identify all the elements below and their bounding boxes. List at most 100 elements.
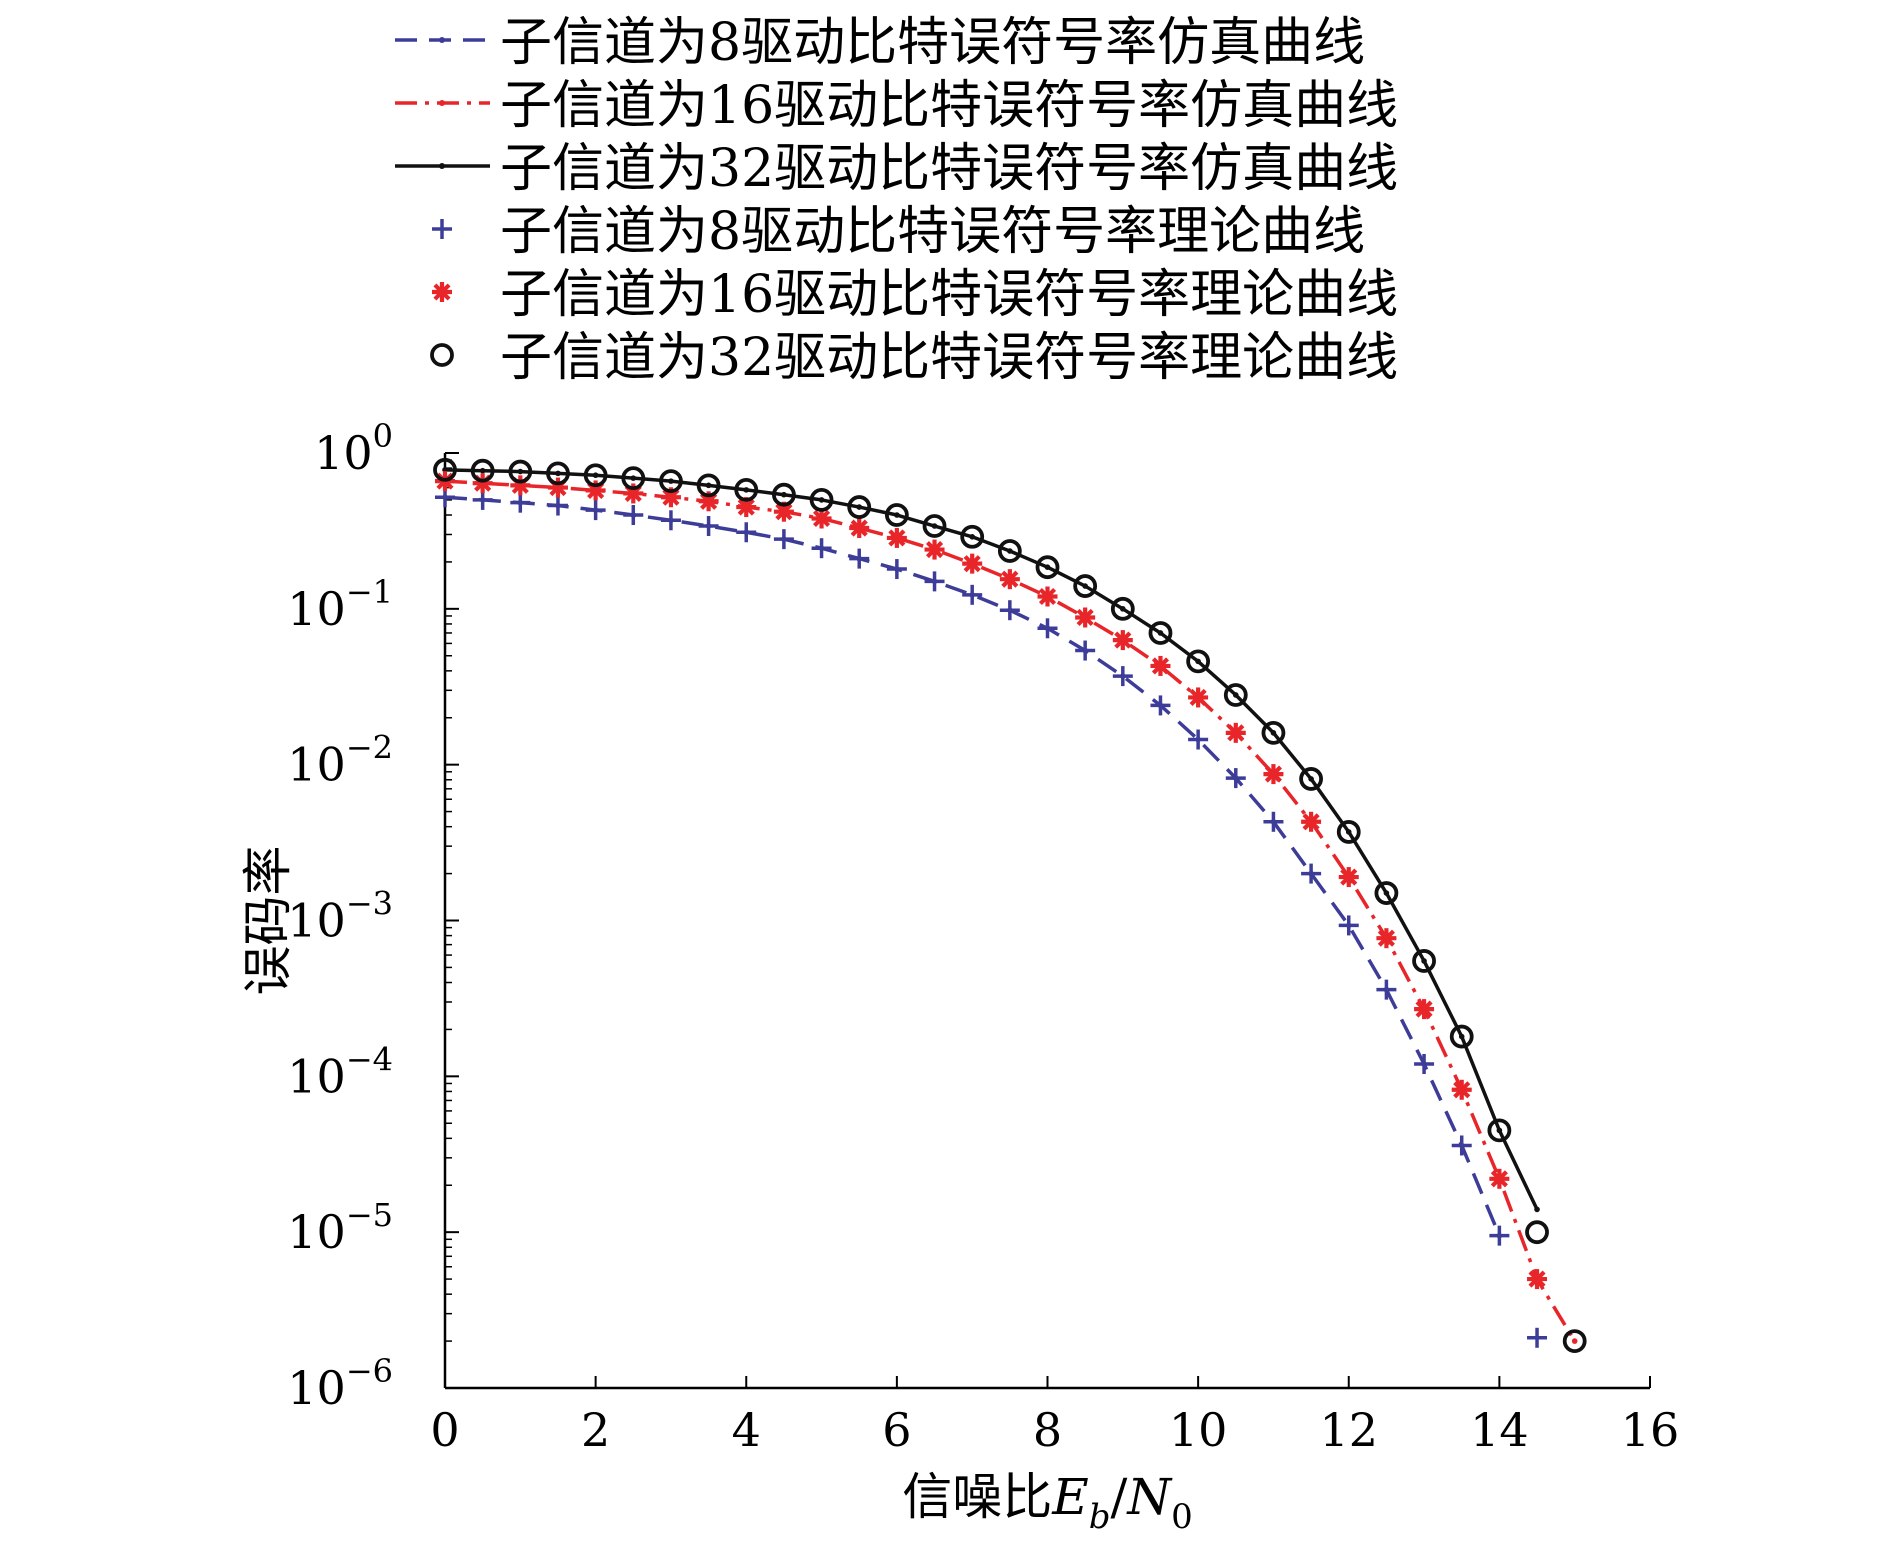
x-axis-title-e: E (1051, 1468, 1089, 1526)
circle-marker (1261, 720, 1286, 745)
x-tick-label: 4 (732, 1403, 761, 1457)
x-tick-label: 12 (1319, 1403, 1378, 1457)
circle-marker (884, 503, 909, 527)
asterisk-marker-arm (1227, 724, 1245, 742)
x-axis-title-sub0: 0 (1171, 1497, 1193, 1537)
series-line-point (856, 504, 863, 510)
asterisk-marker-arm (1377, 929, 1395, 947)
asterisk-marker-arm (1340, 868, 1358, 886)
asterisk-marker-arm (925, 541, 944, 559)
asterisk-marker-arm (1189, 688, 1207, 707)
asterisk-marker-arm (813, 509, 831, 528)
x-tick-label: 10 (1169, 1403, 1228, 1457)
legend-label: 子信道为16驱动比特误符号率仿真曲线 (500, 76, 1398, 136)
x-tick-label: 2 (581, 1403, 610, 1457)
asterisk-marker-arm (1151, 657, 1170, 675)
circle-marker (847, 495, 872, 519)
legend-label: 子信道为32驱动比特误符号率理论曲线 (500, 328, 1398, 388)
y-tick-exponent: −4 (346, 1040, 393, 1078)
legend-line-point (439, 100, 445, 106)
asterisk-marker-arm (1076, 608, 1094, 627)
y-tick-base: 10 (287, 1361, 346, 1415)
asterisk-marker-arm (662, 488, 680, 506)
series-line-point (592, 472, 599, 479)
y-tick-label: 10−6 (287, 1352, 393, 1415)
asterisk-marker-arm (1302, 813, 1320, 831)
asterisk-marker-arm (700, 492, 718, 510)
asterisk-marker-arm (888, 529, 906, 547)
asterisk-marker-arm (1001, 570, 1019, 588)
circle-marker (960, 524, 985, 549)
x-ticks: 0 2 4 6 8 10 12 14 16 (430, 1376, 1679, 1457)
circle-marker (430, 343, 454, 367)
circle-marker (1449, 1024, 1474, 1049)
series-line-point (1458, 1033, 1465, 1040)
circle-marker (1412, 949, 1436, 973)
series-line-point (1232, 692, 1239, 698)
series-line-point (1007, 548, 1013, 554)
series-line-point (743, 487, 750, 493)
series-line-point (1383, 890, 1390, 896)
circle-marker (1525, 1220, 1549, 1245)
legend: 子信道为8驱动比特误符号率仿真曲线子信道为16驱动比特误符号率仿真曲线子信道为3… (395, 13, 1398, 388)
y-tick-label: 10−2 (287, 729, 393, 792)
series-line-point (969, 533, 975, 540)
x-tick-label: 8 (1033, 1403, 1062, 1457)
asterisk-marker-arm (1038, 587, 1057, 606)
series-line-point (705, 482, 712, 489)
asterisk-marker-arm (775, 503, 793, 521)
x-axis-title-slash: / (1111, 1468, 1128, 1526)
circle-marker (546, 461, 570, 486)
circle-marker (1487, 1118, 1512, 1143)
y-tick-label: 10−1 (287, 573, 393, 636)
circle-marker (809, 488, 834, 512)
x-tick-label: 16 (1621, 1403, 1680, 1457)
legend-entry: 子信道为16驱动比特误符号率理论曲线 (432, 265, 1398, 325)
series-line-point (1421, 958, 1427, 964)
series-line-point (818, 497, 825, 503)
y-tick-label: 10−5 (287, 1196, 393, 1259)
series-line-point (894, 512, 900, 518)
asterisk-marker-arm (850, 519, 868, 537)
legend-label: 子信道为32驱动比特误符号率仿真曲线 (500, 139, 1398, 199)
y-tick-exponent: −3 (346, 885, 393, 923)
asterisk-marker-arm (1114, 631, 1132, 649)
x-tick-label: 14 (1470, 1403, 1529, 1457)
asterisk-marker-arm (1415, 1000, 1433, 1018)
asterisk-marker-arm (963, 555, 981, 573)
y-tick-label: 10−3 (287, 885, 393, 948)
circle-marker (1186, 649, 1211, 674)
y-tick-base: 10 (287, 1205, 346, 1259)
legend-label: 子信道为8驱动比特误符号率理论曲线 (500, 202, 1365, 262)
series-line-point (1120, 606, 1126, 612)
series-line-point (781, 491, 787, 498)
asterisk-marker-arm (433, 283, 451, 301)
legend-entry: 子信道为16驱动比特误符号率仿真曲线 (395, 76, 1398, 136)
y-tick-base: 10 (287, 894, 346, 948)
y-tick-exponent: 0 (373, 417, 393, 455)
circle-marker (772, 482, 796, 507)
legend-label: 子信道为16驱动比特误符号率理论曲线 (500, 265, 1398, 325)
x-axis-title-prefix: 信噪比 (902, 1468, 1052, 1526)
series-line-point (931, 523, 938, 529)
series-line-point (1082, 583, 1088, 589)
legend-entry: 子信道为8驱动比特误符号率理论曲线 (432, 202, 1365, 262)
x-tick-label: 6 (882, 1403, 911, 1457)
x-axis-title: 信噪比Eb/N0 (902, 1468, 1193, 1537)
circle-marker (659, 469, 683, 494)
y-axis-title: 误码率 (239, 846, 297, 996)
series-line-point (1044, 564, 1051, 570)
series-line-point (479, 467, 486, 474)
circle-marker (1035, 555, 1060, 580)
circle-marker (1336, 820, 1361, 844)
circle-marker (997, 539, 1022, 563)
asterisk-marker-arm (1264, 765, 1282, 783)
series-line-point (668, 478, 674, 484)
circle-marker (1110, 596, 1135, 621)
y-tick-base: 10 (287, 1049, 346, 1103)
circle-marker (508, 459, 533, 484)
circle-marker (734, 477, 759, 502)
y-tick-exponent: −6 (346, 1352, 393, 1390)
series-markers (433, 457, 1587, 1353)
